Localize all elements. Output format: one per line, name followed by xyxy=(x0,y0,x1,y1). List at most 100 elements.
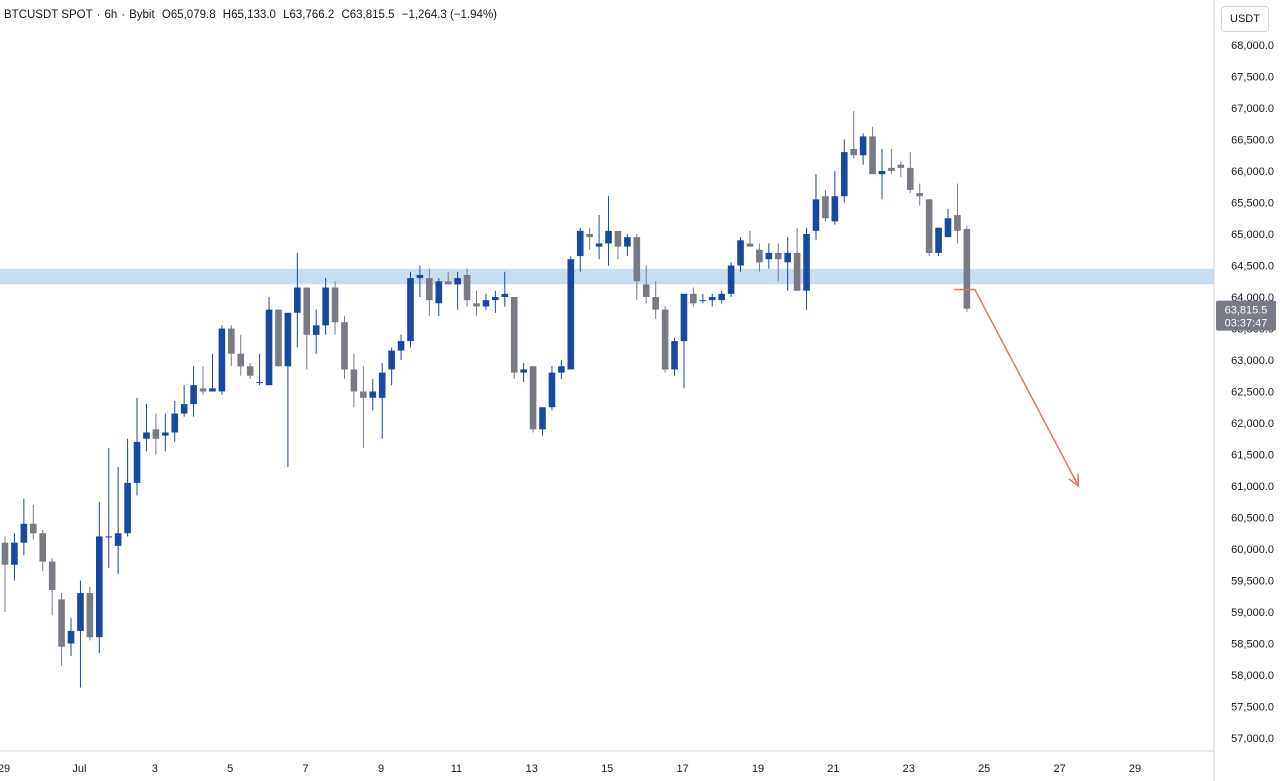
candle[interactable] xyxy=(520,363,527,383)
candle[interactable] xyxy=(256,353,263,386)
candle[interactable] xyxy=(152,413,160,455)
candle[interactable] xyxy=(473,290,480,316)
candle[interactable] xyxy=(86,586,94,641)
candle[interactable] xyxy=(96,501,103,653)
candle[interactable] xyxy=(416,265,424,298)
candle[interactable] xyxy=(878,148,886,200)
candle[interactable] xyxy=(265,297,273,386)
candle[interactable] xyxy=(850,111,857,159)
candle[interactable] xyxy=(190,366,197,417)
candle[interactable] xyxy=(501,271,509,307)
candle[interactable] xyxy=(699,293,707,304)
candle[interactable] xyxy=(869,126,876,175)
candle[interactable] xyxy=(614,230,622,260)
candle[interactable] xyxy=(388,347,395,386)
candle[interactable] xyxy=(708,293,716,307)
candle[interactable] xyxy=(378,363,386,439)
candle[interactable] xyxy=(463,268,471,307)
candle[interactable] xyxy=(180,385,188,417)
candle[interactable] xyxy=(812,174,820,241)
candle[interactable] xyxy=(1,536,9,612)
candle[interactable] xyxy=(105,448,113,568)
candle[interactable] xyxy=(888,148,895,175)
candle[interactable] xyxy=(162,413,169,452)
candle[interactable] xyxy=(558,360,565,379)
candle[interactable] xyxy=(331,281,339,335)
candle[interactable] xyxy=(284,312,292,468)
candle[interactable] xyxy=(642,265,650,304)
candle[interactable] xyxy=(690,287,697,307)
candle[interactable] xyxy=(718,290,725,304)
candle[interactable] xyxy=(624,234,631,257)
candle[interactable] xyxy=(114,467,122,575)
candle[interactable] xyxy=(859,133,867,165)
candle[interactable] xyxy=(727,262,735,297)
candle[interactable] xyxy=(407,271,414,348)
candle[interactable] xyxy=(246,363,254,379)
symbol-name[interactable]: BTCUSDT SPOT xyxy=(4,9,93,21)
candle[interactable] xyxy=(171,400,179,442)
candle[interactable] xyxy=(341,315,348,379)
candle[interactable] xyxy=(954,183,961,244)
candle[interactable] xyxy=(58,593,65,666)
candle[interactable] xyxy=(143,404,150,452)
interval-label[interactable]: 6h xyxy=(104,9,118,21)
support-resistance-zone[interactable] xyxy=(0,268,1214,285)
candle[interactable] xyxy=(529,366,537,433)
candle[interactable] xyxy=(737,237,744,272)
projection-arrow-line[interactable] xyxy=(954,288,1080,487)
candle[interactable] xyxy=(605,196,612,266)
candle[interactable] xyxy=(39,530,47,572)
candle[interactable] xyxy=(303,287,311,370)
candle[interactable] xyxy=(633,234,641,301)
candle[interactable] xyxy=(209,353,216,392)
candle[interactable] xyxy=(548,366,556,411)
candle[interactable] xyxy=(435,278,443,316)
candle[interactable] xyxy=(784,237,791,291)
candle[interactable] xyxy=(275,309,282,367)
candle[interactable] xyxy=(935,227,942,257)
candle[interactable] xyxy=(397,334,405,360)
candle[interactable] xyxy=(294,252,301,348)
price-axis[interactable]: 57,000.0 57,500.0 58,000.0 58,500.0 59,000.0… xyxy=(1231,40,1274,745)
candle[interactable] xyxy=(671,337,678,376)
candle[interactable] xyxy=(906,152,914,194)
candle[interactable] xyxy=(77,580,84,688)
time-axis[interactable]: 29 Jul 3 5 7 9 11 13 15 17 19 21 23 25 27 29 xyxy=(0,763,1141,775)
candle[interactable] xyxy=(680,293,688,389)
candle[interactable] xyxy=(482,293,490,310)
candle[interactable] xyxy=(756,243,763,272)
candle[interactable] xyxy=(237,334,245,376)
candle[interactable] xyxy=(831,171,839,225)
candle[interactable] xyxy=(916,183,924,206)
candle[interactable] xyxy=(369,378,377,411)
candle[interactable] xyxy=(322,278,329,335)
candle[interactable] xyxy=(510,297,518,379)
candle[interactable] xyxy=(454,271,461,310)
candle[interactable] xyxy=(312,309,320,354)
candle[interactable] xyxy=(20,498,28,556)
candle[interactable] xyxy=(228,325,235,367)
candle[interactable] xyxy=(567,256,575,370)
candle[interactable] xyxy=(774,243,782,282)
candle[interactable] xyxy=(124,438,131,537)
candle[interactable] xyxy=(133,397,141,496)
candle[interactable] xyxy=(360,366,367,449)
candle[interactable] xyxy=(426,268,433,316)
candle[interactable] xyxy=(11,533,18,581)
candle[interactable] xyxy=(803,227,810,310)
candle[interactable] xyxy=(765,243,773,269)
candle[interactable] xyxy=(199,366,207,395)
candle[interactable] xyxy=(822,189,829,222)
candle[interactable] xyxy=(350,353,358,408)
candle[interactable] xyxy=(652,281,659,320)
candle[interactable] xyxy=(67,618,75,657)
candle[interactable] xyxy=(746,230,754,247)
candle[interactable] xyxy=(444,271,452,285)
candle[interactable] xyxy=(793,227,801,291)
candle[interactable] xyxy=(925,199,933,257)
candle[interactable] xyxy=(48,558,56,616)
candle[interactable] xyxy=(539,407,546,436)
candle[interactable] xyxy=(944,208,952,238)
